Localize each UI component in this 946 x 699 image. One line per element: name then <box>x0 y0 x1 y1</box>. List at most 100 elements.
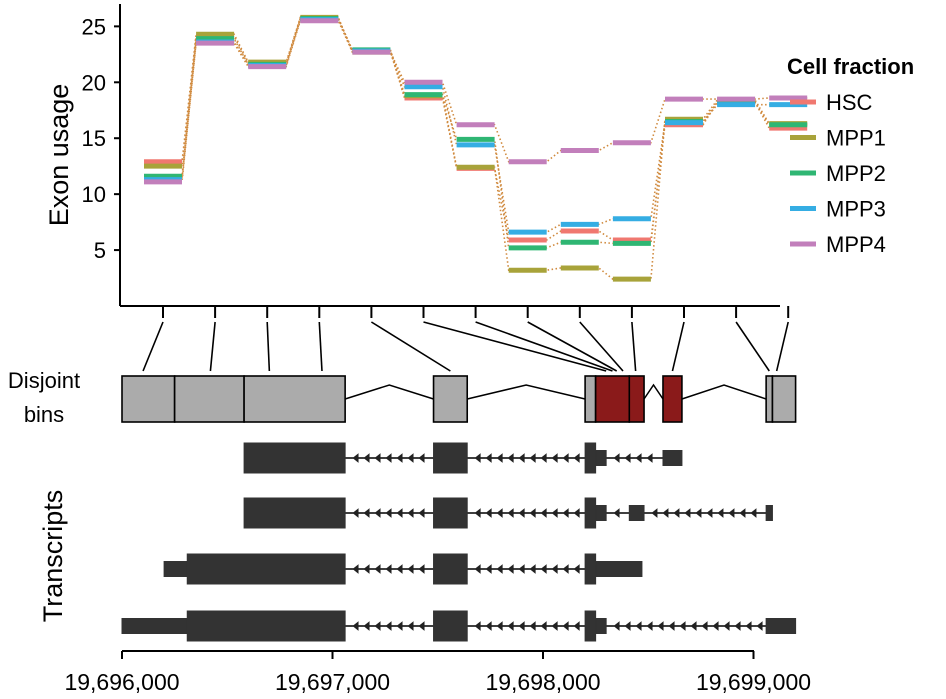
disjoint-bin-highlighted <box>662 375 683 423</box>
y-tick-label: 25 <box>82 14 106 39</box>
transcript-direction-arrow <box>396 564 403 574</box>
transcript-direction-arrow <box>407 564 414 574</box>
transcript-row <box>243 497 773 529</box>
transcript-direction-arrow <box>474 508 481 518</box>
disjoint-bin-highlighted <box>594 375 631 423</box>
transcript-direction-arrow <box>485 453 492 463</box>
transcript-exon <box>584 442 597 474</box>
transcript-direction-arrow <box>518 508 525 518</box>
transcript-direction-arrow <box>734 621 741 631</box>
transcript-direction-arrow <box>573 564 580 574</box>
y-tick-label: 15 <box>82 126 106 151</box>
transcript-utr <box>595 505 607 521</box>
transcript-direction-arrow <box>385 453 392 463</box>
transcript-direction-arrow <box>529 453 536 463</box>
y-tick-label: 10 <box>82 182 106 207</box>
transcript-exon <box>243 497 346 529</box>
disjoint-bin <box>121 375 176 423</box>
bin-intron <box>681 384 767 400</box>
transcript-direction-arrow <box>374 453 381 463</box>
transcript-direction-arrow <box>374 564 381 574</box>
transcript-direction-arrow <box>374 621 381 631</box>
transcript-direction-arrow <box>407 508 414 518</box>
bin-connector <box>527 321 618 372</box>
transcript-direction-arrow <box>562 453 569 463</box>
series-line-mpp1 <box>144 16 808 280</box>
series-lines <box>144 16 808 280</box>
disjoint-bin <box>432 375 469 423</box>
transcript-exon <box>433 610 468 642</box>
transcript-direction-arrow <box>635 621 642 631</box>
bin-intron <box>344 384 434 400</box>
bin-connector <box>423 321 607 372</box>
transcript-utr <box>662 450 683 466</box>
transcript-direction-arrow <box>352 621 359 631</box>
transcript-direction-arrow <box>690 621 697 631</box>
transcript-direction-arrow <box>657 621 664 631</box>
bin-intron <box>467 384 586 400</box>
transcript-direction-arrow <box>551 453 558 463</box>
transcript-exon <box>584 610 597 642</box>
transcript-direction-arrow <box>624 621 631 631</box>
bin-connector <box>142 321 164 372</box>
transcript-exon <box>433 442 468 474</box>
transcript-direction-arrow <box>363 621 370 631</box>
transcript-direction-arrow <box>352 508 359 518</box>
transcript-direction-arrow <box>540 453 547 463</box>
transcript-direction-arrow <box>474 564 481 574</box>
transcript-direction-arrow <box>562 508 569 518</box>
transcript-direction-arrow <box>706 508 713 518</box>
transcript-direction-arrow <box>540 508 547 518</box>
exon-usage-panel: 5 10 15 20 25 Exon usage <box>44 4 808 318</box>
bin-ticks <box>162 306 790 318</box>
transcript-direction-arrow <box>712 621 719 631</box>
transcript-direction-arrow <box>562 621 569 631</box>
transcript-exon <box>433 497 468 529</box>
transcript-direction-arrow <box>540 621 547 631</box>
transcript-direction-arrow <box>418 453 425 463</box>
transcript-direction-arrow <box>684 508 691 518</box>
genomic-tick-label: 19,698,000 <box>485 669 600 695</box>
bin-connector <box>370 321 451 372</box>
bin-connector <box>775 321 789 372</box>
disjoint-bins-track <box>121 375 797 423</box>
transcript-utr <box>595 618 607 634</box>
transcript-exon <box>433 553 468 585</box>
transcript-direction-arrow <box>717 508 724 518</box>
transcript-direction-arrow <box>474 453 481 463</box>
transcript-utr <box>163 561 188 577</box>
transcript-direction-arrow <box>613 508 620 518</box>
transcript-direction-arrow <box>679 621 686 631</box>
transcript-direction-arrow <box>728 508 735 518</box>
y-tick-label: 5 <box>94 238 106 263</box>
transcript-direction-arrow <box>363 564 370 574</box>
disjoint-bin <box>765 375 774 423</box>
genomic-tick-label: 19,699,000 <box>696 669 811 695</box>
transcript-direction-arrow <box>374 508 381 518</box>
transcript-utr <box>765 505 773 521</box>
transcript-direction-arrow <box>352 453 359 463</box>
transcript-direction-arrow <box>668 621 675 631</box>
transcript-direction-arrow <box>562 564 569 574</box>
transcript-direction-arrow <box>385 564 392 574</box>
y-axis-ticks: 5 10 15 20 25 <box>82 14 120 263</box>
transcript-row <box>243 442 683 474</box>
transcript-direction-arrow <box>723 621 730 631</box>
transcript-direction-arrow <box>385 508 392 518</box>
transcript-direction-arrow <box>474 621 481 631</box>
transcript-utr <box>765 618 797 634</box>
bin-connector <box>266 321 271 372</box>
transcript-direction-arrow <box>363 508 370 518</box>
legend-items: HSC MPP1 MPP2 MPP3 MPP4 <box>790 90 886 257</box>
transcript-direction-arrow <box>407 621 414 631</box>
transcript-utr <box>595 561 643 577</box>
transcript-row <box>163 553 643 585</box>
transcript-utr <box>121 618 188 634</box>
legend: Cell fraction HSC MPP1 MPP2 MPP3 MPP4 <box>787 54 914 257</box>
transcript-direction-arrow <box>529 564 536 574</box>
transcript-direction-arrow <box>662 508 669 518</box>
transcript-direction-arrow <box>673 508 680 518</box>
bin-connector <box>671 321 685 372</box>
transcript-direction-arrow <box>529 508 536 518</box>
